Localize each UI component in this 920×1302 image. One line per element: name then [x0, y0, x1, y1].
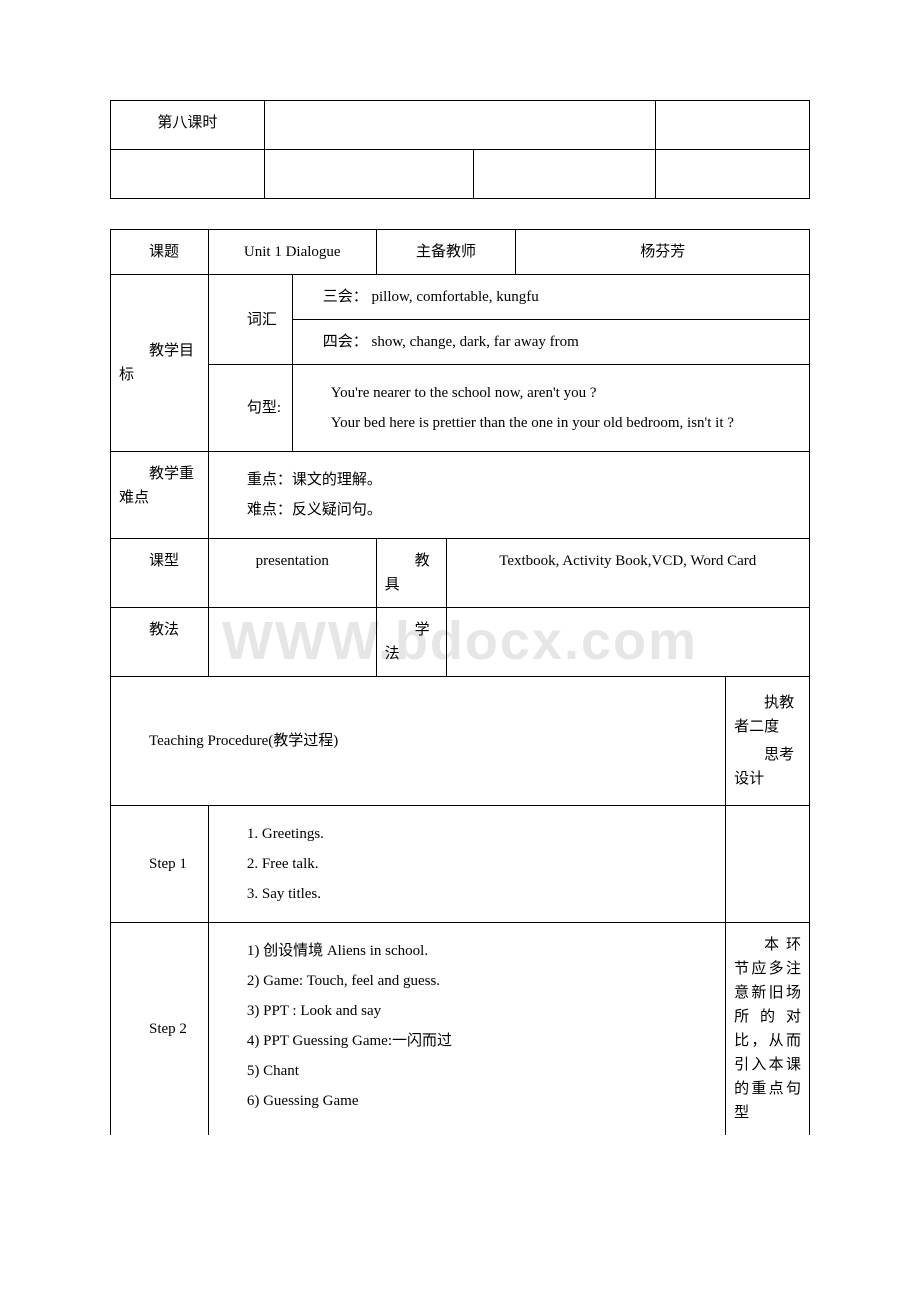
- table-row: 课型 presentation 教具 Textbook, Activity Bo…: [111, 539, 810, 608]
- step1-note: [726, 806, 810, 923]
- table-row: 句型: You're nearer to the school now, are…: [111, 365, 810, 452]
- topic-label: 课题: [111, 230, 209, 275]
- step2-item: 1) 创设情境 Aliens in school.: [217, 939, 717, 963]
- table-row: 教学目标 词汇 三会： pillow, comfortable, kungfu: [111, 275, 810, 320]
- sentence-2: Your bed here is prettier than the one i…: [301, 411, 801, 435]
- step1-item: 2. Free talk.: [217, 852, 717, 876]
- step1-content: 1. Greetings. 2. Free talk. 3. Say title…: [208, 806, 725, 923]
- step2-item: 2) Game: Touch, feel and guess.: [217, 969, 717, 993]
- step2-label: Step 2: [111, 923, 209, 1136]
- table-row: Teaching Procedure(教学过程) 执教者二度 思考设计: [111, 677, 810, 806]
- table-row: [111, 150, 810, 199]
- difficulty-hard: 难点：反义疑问句。: [217, 498, 801, 522]
- step1-item: 3. Say titles.: [217, 882, 717, 906]
- learn-method-value: [446, 608, 810, 677]
- empty-cell: [656, 101, 810, 150]
- main-teacher-value: 杨芬芳: [516, 230, 810, 275]
- tools-value: Textbook, Activity Book,VCD, Word Card: [446, 539, 810, 608]
- step2-item: 5) Chant: [217, 1059, 717, 1083]
- empty-cell: [656, 150, 810, 199]
- class-type-label: 课型: [111, 539, 209, 608]
- empty-cell: [474, 150, 656, 199]
- main-teacher-label: 主备教师: [376, 230, 516, 275]
- step2-item: 6) Guessing Game: [217, 1089, 717, 1113]
- lesson-number-cell: 第八课时: [111, 101, 265, 150]
- table-row: 教法 学法: [111, 608, 810, 677]
- step2-note: 本环节应多注意新旧场所的对比，从而引入本课的重点句型: [726, 923, 810, 1136]
- teach-method-value: [208, 608, 376, 677]
- step2-item: 3) PPT : Look and say: [217, 999, 717, 1023]
- table-row: 课题 Unit 1 Dialogue 主备教师 杨芬芳: [111, 230, 810, 275]
- objectives-label: 教学目标: [111, 275, 209, 452]
- header-table: 第八课时: [110, 100, 810, 199]
- table-row: Step 1 1. Greetings. 2. Free talk. 3. Sa…: [111, 806, 810, 923]
- table-row: Step 2 1) 创设情境 Aliens in school. 2) Game…: [111, 923, 810, 1136]
- step2-item: 4) PPT Guessing Game:一闪而过: [217, 1029, 717, 1053]
- tools-label: 教具: [376, 539, 446, 608]
- empty-cell: [264, 101, 655, 150]
- reflection-label: 执教者二度 思考设计: [726, 677, 810, 806]
- empty-cell: [111, 150, 265, 199]
- vocab-three: 三会： pillow, comfortable, kungfu: [292, 275, 809, 320]
- sentence-1: You're nearer to the school now, aren't …: [301, 381, 801, 405]
- step1-label: Step 1: [111, 806, 209, 923]
- difficulty-cell: 重点：课文的理解。 难点：反义疑问句。: [208, 452, 809, 539]
- difficulty-label: 教学重难点: [111, 452, 209, 539]
- table-row: 教学重难点 重点：课文的理解。 难点：反义疑问句。: [111, 452, 810, 539]
- sentence-cell: You're nearer to the school now, aren't …: [292, 365, 809, 452]
- vocab-four: 四会： show, change, dark, far away from: [292, 320, 809, 365]
- empty-cell: [264, 150, 474, 199]
- table-row: 第八课时: [111, 101, 810, 150]
- learn-method-label: 学法: [376, 608, 446, 677]
- difficulty-key: 重点：课文的理解。: [217, 468, 801, 492]
- step2-content: 1) 创设情境 Aliens in school. 2) Game: Touch…: [208, 923, 725, 1136]
- step1-item: 1. Greetings.: [217, 822, 717, 846]
- sentence-label: 句型:: [208, 365, 292, 452]
- teach-method-label: 教法: [111, 608, 209, 677]
- lesson-plan-table: 课题 Unit 1 Dialogue 主备教师 杨芬芳 教学目标 词汇 三会： …: [110, 229, 810, 1135]
- procedure-label: Teaching Procedure(教学过程): [111, 677, 726, 806]
- vocab-label: 词汇: [208, 275, 292, 365]
- class-type-value: presentation: [208, 539, 376, 608]
- topic-value: Unit 1 Dialogue: [208, 230, 376, 275]
